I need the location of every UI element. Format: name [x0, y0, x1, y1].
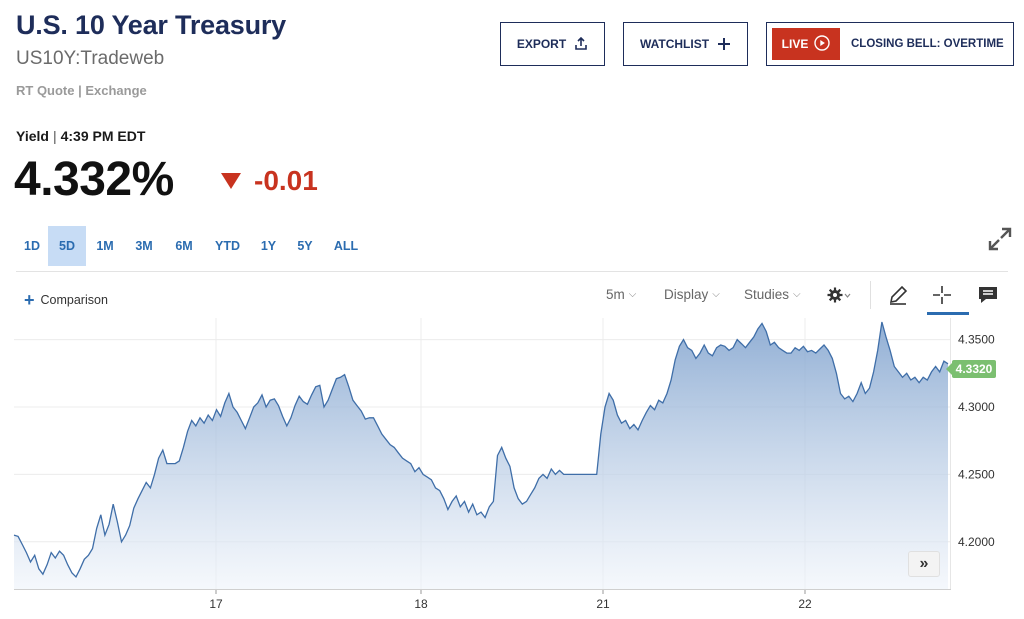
- chevron-down-icon: ⌵: [793, 289, 801, 300]
- interval-dropdown[interactable]: 5m ⌵: [606, 287, 636, 302]
- y-tick-label: 4.3500: [958, 333, 995, 347]
- expand-icon[interactable]: [986, 225, 1014, 253]
- chevron-down-icon: ⌵: [628, 289, 637, 300]
- current-price-tag: 4.3320: [946, 360, 996, 378]
- crosshair-icon[interactable]: [929, 282, 955, 308]
- range-tab-3m[interactable]: 3M: [135, 239, 153, 253]
- x-tick-label: 17: [209, 597, 223, 611]
- chevron-down-icon: ⌵: [712, 289, 720, 300]
- toolbar-separator: [870, 281, 871, 309]
- quote-time: 4:39 PM EDT: [60, 128, 146, 144]
- y-tick-label: 4.2000: [958, 535, 995, 549]
- last-yield: 4.332%: [14, 153, 174, 206]
- x-tick-label: 21: [596, 597, 610, 611]
- page-title: U.S. 10 Year Treasury: [16, 10, 286, 40]
- x-tick-label: 22: [798, 597, 812, 611]
- y-tick-label: 4.3000: [958, 400, 995, 414]
- quote-time-line: Yield | 4:39 PM EDT: [16, 128, 146, 144]
- play-icon: [814, 34, 831, 54]
- yield-change: -0.01: [220, 165, 318, 197]
- live-label: LIVE: [781, 37, 809, 51]
- export-label: EXPORT: [516, 37, 567, 51]
- watchlist-label: WATCHLIST: [639, 37, 710, 51]
- export-button[interactable]: EXPORT: [500, 22, 605, 66]
- down-arrow-icon: [220, 165, 242, 197]
- range-tab-1m[interactable]: 1M: [96, 239, 114, 253]
- range-tab-all[interactable]: ALL: [333, 239, 359, 253]
- range-tab-5y[interactable]: 5Y: [297, 239, 313, 253]
- studies-dropdown[interactable]: Studies ⌵: [744, 287, 801, 302]
- range-tab-5d[interactable]: 5D: [48, 226, 86, 266]
- x-axis-line: [14, 589, 951, 590]
- scroll-to-latest-button[interactable]: »: [908, 551, 940, 577]
- y-axis-line: [950, 318, 951, 589]
- closing-bell-label: CLOSING BELL: OVERTIME: [851, 38, 1004, 50]
- add-icon: +: [24, 290, 35, 310]
- studies-label: Studies: [744, 287, 790, 302]
- double-chevron-right-icon: »: [919, 555, 929, 572]
- range-tab-6m[interactable]: 6M: [175, 239, 193, 253]
- closing-bell-button[interactable]: LIVE CLOSING BELL: OVERTIME: [766, 22, 1014, 66]
- live-badge: LIVE: [772, 28, 840, 60]
- comment-icon[interactable]: [975, 282, 1001, 308]
- time-range-tabs: 1D 5D 1M 3M 6M YTD 1Y 5Y ALL: [16, 226, 368, 266]
- series-line: [13, 321, 949, 578]
- range-tab-ytd[interactable]: YTD: [215, 239, 240, 253]
- display-dropdown[interactable]: Display ⌵: [664, 287, 720, 302]
- draw-pencil-icon[interactable]: [885, 282, 911, 308]
- comparison-button[interactable]: + Comparison: [24, 291, 108, 309]
- crosshair-active-indicator: [927, 312, 969, 315]
- x-tick-label: 18: [414, 597, 428, 611]
- settings-gear-icon[interactable]: [826, 282, 852, 308]
- watchlist-button[interactable]: WATCHLIST: [623, 22, 748, 66]
- quote-source: RT Quote | Exchange: [16, 83, 147, 98]
- plus-icon: [717, 37, 731, 51]
- share-icon: [574, 37, 588, 51]
- range-tab-1y[interactable]: 1Y: [260, 239, 277, 253]
- area-fill: [14, 322, 948, 589]
- range-tab-1d[interactable]: 1D: [24, 239, 40, 253]
- display-label: Display: [664, 287, 709, 302]
- toolbar-divider: [16, 271, 1008, 272]
- comparison-label: Comparison: [40, 293, 108, 307]
- symbol-label: US10Y:Tradeweb: [16, 48, 165, 69]
- yield-label: Yield: [16, 128, 49, 144]
- interval-label: 5m: [606, 287, 625, 302]
- y-tick-label: 4.2500: [958, 467, 995, 481]
- yield-chart[interactable]: 4.2000 4.2500 4.3000 4.3500 17 18 21 22: [0, 318, 1024, 619]
- change-value: -0.01: [254, 165, 318, 196]
